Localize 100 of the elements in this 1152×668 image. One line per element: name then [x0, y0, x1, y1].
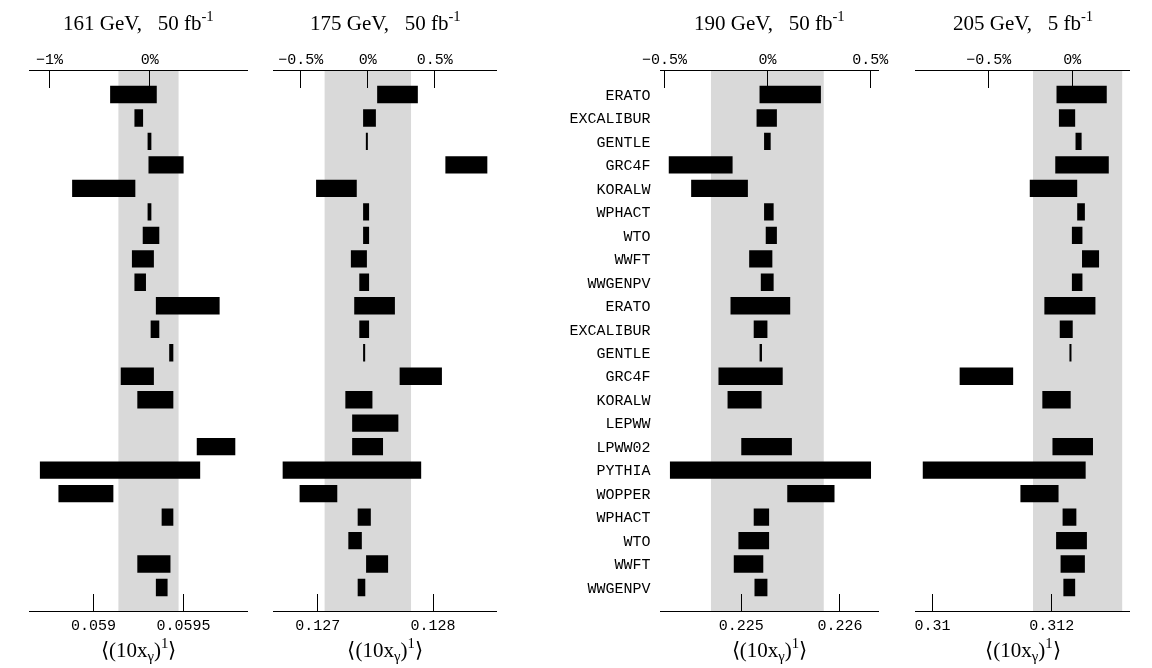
y-tick-label: GENTLE: [596, 345, 651, 363]
x2-tick-label: 0%: [140, 51, 160, 69]
y-tick-label: LPWW02: [596, 439, 651, 457]
bar: [399, 367, 442, 385]
bar: [1063, 578, 1076, 597]
bar: [137, 391, 174, 409]
y-tick-label: LEPWW: [605, 416, 651, 434]
bar: [756, 109, 777, 127]
bar: [1055, 156, 1109, 174]
bar: [741, 437, 792, 456]
bar: [169, 344, 174, 362]
x-tick-label: 0.0595: [156, 618, 211, 636]
bar: [161, 508, 174, 526]
x-tick-label: 0.226: [817, 618, 863, 636]
bar: [155, 297, 220, 315]
bar: [359, 320, 370, 338]
bar: [352, 437, 384, 456]
bar: [669, 461, 872, 479]
y-tick-label: PYTHIA: [596, 463, 651, 481]
x2-tick-label: 0%: [758, 51, 778, 69]
bar: [1060, 555, 1085, 573]
x-axis-title: ⟨(10x$_{γ}$)$^{1}$⟩: [731, 635, 808, 665]
bar: [718, 367, 783, 385]
bar: [282, 461, 422, 479]
bar: [359, 273, 370, 291]
x2-tick-label: 0.5%: [852, 51, 890, 69]
bar: [1058, 109, 1076, 127]
bar: [1082, 250, 1100, 268]
y-tick-label: WPHACT: [596, 205, 651, 223]
x2-tick-label: −0.5%: [278, 51, 325, 69]
x2-tick-label: 0.5%: [416, 51, 454, 69]
x-tick-label: 0.225: [718, 618, 764, 636]
bar: [753, 508, 770, 526]
bar: [377, 85, 418, 104]
bar: [357, 578, 366, 597]
bar: [1069, 344, 1072, 362]
bar: [134, 109, 144, 127]
bar: [1062, 508, 1077, 526]
bar: [134, 273, 146, 291]
bar: [1029, 179, 1078, 198]
bar: [348, 531, 362, 550]
bar: [764, 203, 774, 221]
bar: [363, 203, 370, 221]
x-tick-label: 0.128: [410, 618, 456, 636]
bar: [155, 578, 168, 597]
bar: [730, 297, 791, 315]
bar: [959, 367, 1014, 385]
bar: [72, 179, 136, 198]
y-tick-label: GRC4F: [605, 158, 651, 176]
chart-title: 161 GeV, 50 fb$^{-1}$: [63, 8, 214, 35]
chart-title: 175 GeV, 50 fb$^{-1}$: [310, 8, 461, 35]
x2-tick-label: −1%: [35, 51, 64, 69]
bar: [137, 555, 171, 573]
bar: [753, 320, 768, 338]
x2-tick-label: −0.5%: [642, 51, 689, 69]
bar: [350, 250, 367, 268]
bar: [142, 226, 160, 245]
bar: [1042, 391, 1071, 409]
x-axis-title: ⟨(10x$_{γ}$)$^{1}$⟩: [347, 635, 423, 665]
bar: [354, 297, 395, 315]
bar: [366, 555, 389, 573]
bar: [316, 179, 357, 198]
y-tick-label: KORALW: [596, 181, 651, 199]
bar: [754, 578, 768, 597]
bar: [733, 555, 764, 573]
bar: [1020, 484, 1059, 503]
bar: [363, 109, 376, 127]
bar: [1044, 297, 1096, 315]
bar: [1056, 531, 1087, 550]
x-tick-label: 0.31: [914, 618, 951, 636]
bar: [922, 461, 1086, 479]
y-tick-label: WWFT: [614, 557, 651, 575]
y-tick-label: WOPPER: [596, 486, 651, 504]
bar: [738, 531, 770, 550]
bar: [150, 320, 160, 338]
bar: [39, 461, 201, 479]
bar: [365, 132, 368, 151]
bar: [764, 132, 771, 151]
bar: [148, 156, 184, 174]
y-tick-label: KORALW: [596, 392, 651, 410]
bar: [749, 250, 773, 268]
bar: [691, 179, 748, 198]
y-tick-label: WWFT: [614, 252, 651, 270]
x2-tick-label: −0.5%: [966, 51, 1013, 69]
bar: [787, 484, 835, 503]
bar: [1077, 203, 1085, 221]
bar: [765, 226, 777, 245]
y-tick-label: EXCALIBUR: [569, 322, 651, 340]
y-tick-label: WPHACT: [596, 510, 651, 528]
x2-tick-label: 0%: [358, 51, 378, 69]
bar: [1075, 132, 1082, 151]
bar: [1071, 226, 1083, 245]
y-tick-label: GRC4F: [605, 369, 651, 387]
x-tick-label: 0.312: [1029, 618, 1075, 636]
bar: [299, 484, 338, 503]
chart-title: 190 GeV, 50 fb$^{-1}$: [694, 8, 845, 35]
x-tick-label: 0.127: [295, 618, 341, 636]
y-tick-label: WTO: [623, 533, 651, 551]
bar: [196, 437, 236, 456]
bar: [1052, 437, 1093, 456]
